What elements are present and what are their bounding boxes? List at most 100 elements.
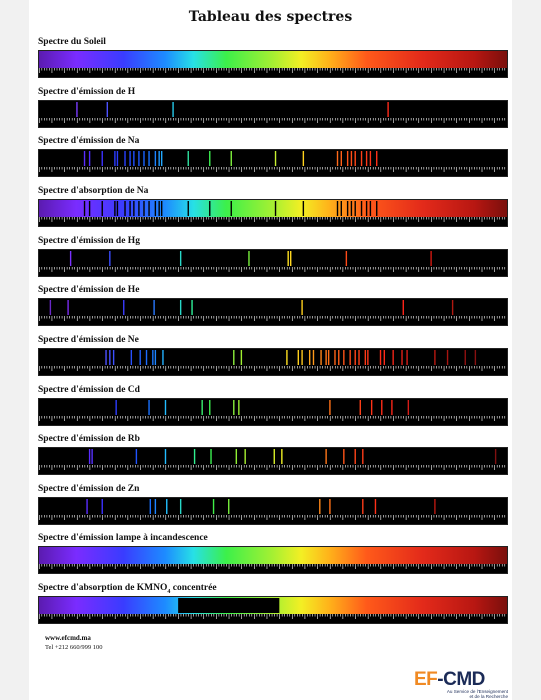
scale-tick	[251, 217, 253, 220]
scale-tick	[238, 118, 240, 121]
emission-line	[370, 400, 373, 415]
scale-tick	[259, 217, 260, 220]
scale-tick	[375, 68, 377, 71]
scale-tick	[476, 366, 478, 369]
scale-tick	[385, 118, 387, 121]
scale-tick	[299, 217, 301, 220]
scale-tick	[294, 217, 296, 220]
scale-tick	[279, 515, 280, 520]
scale-tick	[76, 614, 78, 619]
scale-tick	[453, 614, 455, 617]
absorption-line	[230, 201, 232, 216]
scale-tick	[286, 366, 288, 369]
scale-tick	[355, 366, 356, 371]
scale-tick	[71, 167, 73, 170]
scale-tick	[314, 68, 316, 71]
scale-tick	[304, 564, 306, 569]
scale-tick	[155, 416, 156, 419]
scale-tick	[213, 68, 215, 71]
scale-tick	[193, 366, 194, 369]
scale-tick	[137, 366, 139, 369]
scale-tick	[286, 564, 288, 567]
scale-tick	[474, 465, 475, 468]
scale-tick	[415, 416, 417, 419]
scale-tick	[415, 167, 417, 170]
emission-line	[201, 400, 203, 415]
scale-tick	[345, 217, 346, 220]
spectrum-section: Spectre d'émission de H	[38, 86, 508, 128]
scale-tick	[264, 614, 265, 617]
scale-tick	[99, 465, 101, 468]
scale-tick	[261, 564, 263, 567]
scale-tick	[203, 465, 205, 470]
scale-tick	[84, 465, 86, 468]
scale-tick	[180, 167, 182, 170]
absorption-line	[376, 201, 378, 216]
scale-tick	[438, 316, 440, 319]
scale-tick	[200, 416, 202, 419]
scale-tick	[216, 118, 217, 123]
scale-tick	[155, 316, 156, 319]
scale-tick	[76, 217, 78, 222]
scale-tick	[281, 515, 283, 518]
website-link[interactable]: www.efcmd.ma	[45, 634, 91, 642]
scale-tick	[218, 68, 220, 71]
scale-tick	[183, 564, 184, 567]
scale-tick	[466, 217, 468, 220]
scale-tick	[484, 118, 485, 121]
scale-tick	[142, 614, 144, 617]
scale-tick	[39, 416, 40, 421]
scale-tick	[165, 515, 167, 520]
scale-tick	[395, 564, 397, 567]
scale-tick	[271, 416, 273, 419]
scale-tick	[474, 267, 475, 270]
scale-tick	[147, 267, 149, 270]
scale-tick	[142, 167, 144, 170]
scale-tick	[284, 564, 285, 567]
scale-tick	[223, 68, 225, 71]
scale-tick	[291, 217, 293, 222]
scale-tick	[102, 316, 103, 321]
scale-tick	[135, 217, 136, 220]
scale-tick	[274, 614, 275, 617]
scale-tick	[362, 118, 364, 121]
scale-tick	[491, 68, 493, 71]
spectrum-strip	[38, 497, 508, 525]
scale-tick	[41, 167, 43, 170]
scale-tick	[286, 167, 288, 170]
spectrum-label: Spectre d'absorption de Na	[38, 185, 508, 197]
scale-tick	[309, 267, 311, 270]
scale-tick	[451, 614, 452, 617]
scale-tick	[54, 465, 55, 468]
scale-tick	[469, 564, 470, 569]
scale-tick	[190, 416, 192, 421]
emission-line	[381, 400, 383, 415]
scale-tick	[170, 167, 172, 170]
scale-tick	[170, 68, 172, 71]
scale-tick	[494, 68, 495, 73]
scale-tick	[145, 167, 146, 170]
scale-tick	[264, 416, 265, 419]
scale-tick	[383, 564, 384, 567]
scale-tick	[241, 614, 242, 619]
scale-tick	[241, 366, 242, 371]
scale-tick	[456, 267, 458, 272]
scale-tick	[41, 465, 43, 468]
scale-tick	[479, 267, 480, 270]
scale-tick	[474, 68, 475, 71]
scale-tick	[243, 515, 245, 518]
emission-line	[430, 251, 432, 266]
scale-tick	[259, 515, 260, 518]
scale-tick	[259, 267, 260, 270]
scale-tick	[299, 316, 301, 319]
scale-tick	[307, 68, 308, 71]
scale-tick	[44, 167, 45, 170]
scale-tick	[286, 217, 288, 220]
scale-tick	[403, 614, 404, 617]
scale-tick	[135, 167, 136, 170]
scale-tick	[203, 68, 205, 73]
scale-tick	[471, 267, 473, 270]
scale-tick	[289, 564, 291, 567]
scale-tick	[76, 416, 78, 421]
scale-tick	[175, 267, 177, 270]
